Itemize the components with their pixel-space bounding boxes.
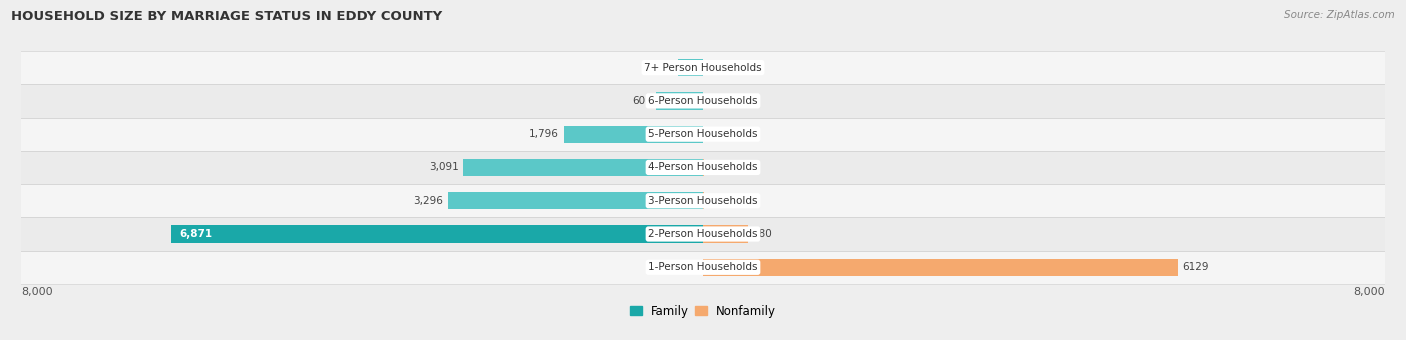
Bar <box>6 251 1400 284</box>
Bar <box>6 84 1400 118</box>
Text: Source: ZipAtlas.com: Source: ZipAtlas.com <box>1284 10 1395 20</box>
Text: 8,000: 8,000 <box>21 287 52 296</box>
Text: 1,796: 1,796 <box>529 129 560 139</box>
Text: 6,871: 6,871 <box>180 229 212 239</box>
Text: 6129: 6129 <box>1182 262 1209 272</box>
Text: 0: 0 <box>734 96 741 106</box>
Bar <box>703 225 748 243</box>
Bar <box>6 184 1400 217</box>
Text: 4-Person Households: 4-Person Households <box>648 163 758 172</box>
Bar <box>6 51 1400 84</box>
Text: 8: 8 <box>709 196 714 206</box>
Text: 5-Person Households: 5-Person Households <box>648 129 758 139</box>
Bar <box>447 192 703 209</box>
Text: 601: 601 <box>633 96 652 106</box>
Text: 1-Person Households: 1-Person Households <box>648 262 758 272</box>
Legend: Family, Nonfamily: Family, Nonfamily <box>626 300 780 322</box>
Text: HOUSEHOLD SIZE BY MARRIAGE STATUS IN EDDY COUNTY: HOUSEHOLD SIZE BY MARRIAGE STATUS IN EDD… <box>11 10 443 23</box>
Text: 580: 580 <box>752 229 772 239</box>
Text: 322: 322 <box>654 63 673 73</box>
Bar <box>170 225 703 243</box>
Text: 3,296: 3,296 <box>413 196 443 206</box>
Text: 9: 9 <box>709 163 716 172</box>
Bar <box>657 92 703 109</box>
Text: 0: 0 <box>734 129 741 139</box>
Text: 6-Person Households: 6-Person Households <box>648 96 758 106</box>
Text: 0: 0 <box>734 63 741 73</box>
Text: 3,091: 3,091 <box>429 163 458 172</box>
Bar <box>678 59 703 76</box>
Text: 2-Person Households: 2-Person Households <box>648 229 758 239</box>
Text: 7+ Person Households: 7+ Person Households <box>644 63 762 73</box>
Bar <box>6 151 1400 184</box>
Bar <box>703 259 1178 276</box>
Text: 8,000: 8,000 <box>1354 287 1385 296</box>
Bar <box>6 118 1400 151</box>
Bar <box>564 125 703 143</box>
Bar <box>464 159 703 176</box>
Bar <box>6 217 1400 251</box>
Text: 3-Person Households: 3-Person Households <box>648 196 758 206</box>
